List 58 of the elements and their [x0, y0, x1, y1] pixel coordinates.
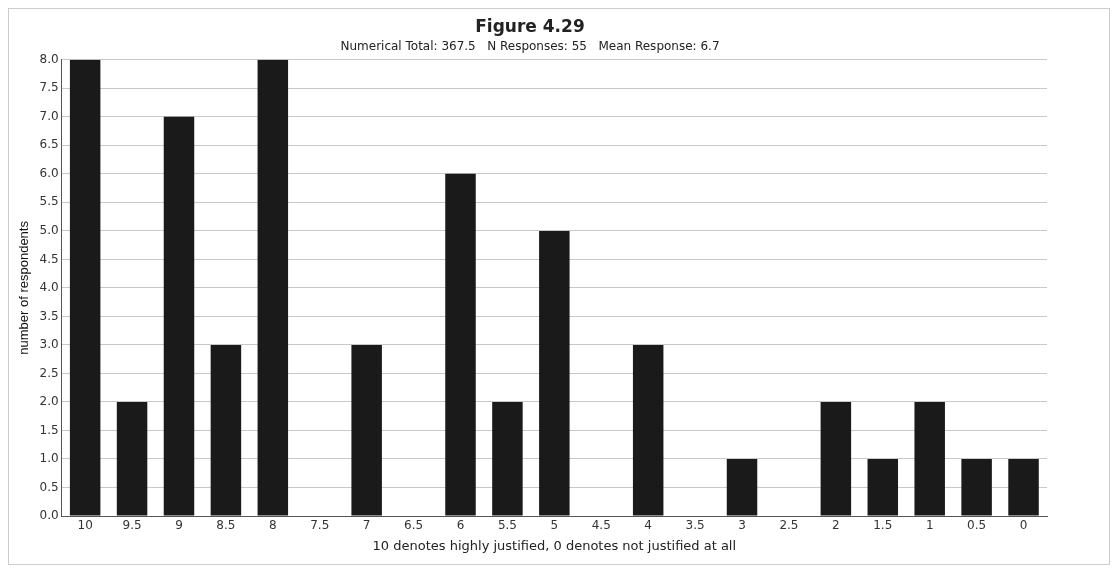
bar [116, 401, 148, 516]
bar [351, 344, 382, 516]
y-tick-label: 7.5 [39, 80, 59, 95]
bar [163, 116, 195, 516]
bar [539, 230, 570, 516]
bar [1008, 458, 1039, 516]
bar [445, 173, 476, 516]
y-tick-label: 1.5 [39, 422, 59, 437]
x-tick-label: 2 [832, 518, 840, 533]
bar [820, 401, 852, 516]
y-axis-title: number of respondents [16, 220, 32, 355]
bar [210, 344, 242, 516]
y-tick-label: 7.0 [39, 108, 59, 123]
bar [726, 458, 758, 516]
x-axis-title: 10 denotes highly justified, 0 denotes not justified at all [372, 537, 737, 553]
y-tick-label: 2.5 [39, 365, 59, 380]
x-tick-label: 7 [362, 518, 371, 533]
x-tick-label: 1.5 [873, 518, 893, 533]
x-tick-label: 6.5 [404, 518, 424, 533]
chart-title: Figure 4.29 [475, 15, 585, 36]
x-tick-label: 5 [550, 518, 559, 533]
x-tick-label: 5.5 [497, 518, 517, 533]
x-tick-label: 9.5 [122, 518, 142, 533]
y-tick-label: 5.5 [39, 194, 59, 209]
y-tick-label: 3.0 [39, 337, 59, 352]
x-tick-label: 8.5 [216, 518, 236, 533]
chart-subtitle: Numerical Total: 367.5 N Responses: 55 Mean Response: 6.7 [340, 38, 720, 53]
y-tick-label: 6.5 [39, 137, 59, 152]
y-tick-label: 0.5 [39, 479, 59, 494]
bar [257, 59, 289, 516]
bar [914, 401, 945, 516]
y-tick-label: 1.0 [39, 451, 59, 466]
y-tick-label: 3.5 [39, 308, 59, 323]
bar [69, 59, 101, 516]
x-tick-label: 9 [175, 518, 183, 533]
x-tick-label: 6 [456, 518, 465, 533]
bar [632, 344, 664, 516]
bar [867, 458, 899, 516]
x-tick-label: 4.5 [591, 518, 611, 533]
y-tick-label: 8.0 [39, 51, 59, 66]
x-tick-label: 4 [644, 518, 652, 533]
x-tick-label: 7.5 [310, 518, 330, 533]
y-tick-label: 5.0 [39, 223, 59, 237]
x-tick-label: 0 [1019, 518, 1028, 533]
bar [961, 458, 992, 516]
y-tick-label: 0.0 [39, 508, 59, 523]
x-tick-label: 0.5 [967, 518, 987, 533]
y-tick-label: 4.0 [39, 280, 59, 295]
x-tick-label: 10 [77, 518, 93, 533]
x-tick-label: 3 [738, 518, 746, 533]
x-tick-label: 8 [269, 518, 277, 533]
y-tick-label: 4.5 [39, 251, 59, 266]
x-tick-label: 3.5 [685, 518, 705, 533]
y-tick-label: 2.0 [39, 394, 59, 409]
y-tick-label: 6.0 [39, 165, 59, 180]
x-tick-label: 1 [925, 518, 934, 533]
bar [492, 401, 523, 516]
x-tick-label: 2.5 [779, 518, 799, 533]
